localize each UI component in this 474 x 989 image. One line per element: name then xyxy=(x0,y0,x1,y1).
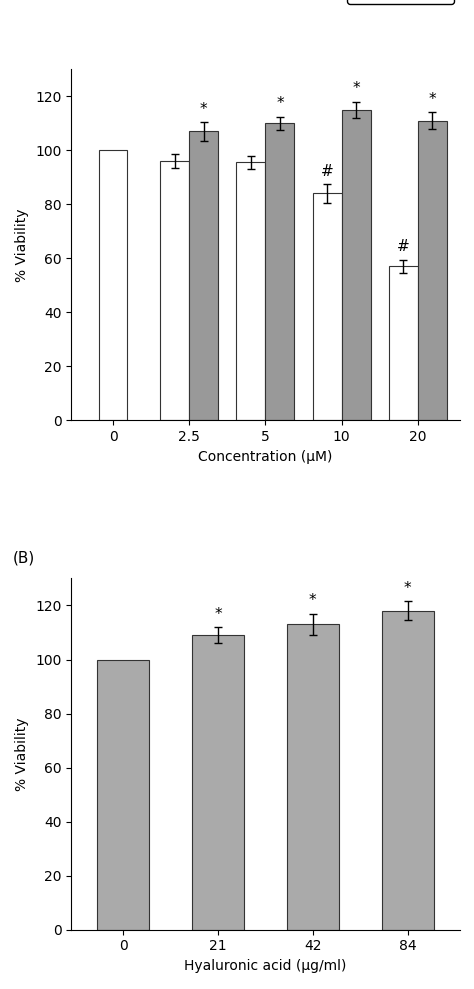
Bar xyxy=(313,194,342,420)
Text: *: * xyxy=(428,92,436,107)
Bar xyxy=(160,161,189,420)
Bar xyxy=(389,266,418,420)
Bar xyxy=(287,624,339,930)
X-axis label: Concentration (μM): Concentration (μM) xyxy=(198,450,333,464)
Bar xyxy=(192,635,244,930)
Bar xyxy=(265,124,294,420)
Text: (B): (B) xyxy=(13,550,35,566)
Text: *: * xyxy=(309,593,317,608)
Bar xyxy=(189,132,218,420)
Text: *: * xyxy=(404,581,411,596)
Bar xyxy=(99,150,128,420)
Y-axis label: % Viability: % Viability xyxy=(16,208,29,282)
Text: *: * xyxy=(214,606,222,622)
Text: *: * xyxy=(276,96,284,111)
Legend: Curcumin, HA-cur: Curcumin, HA-cur xyxy=(347,0,454,4)
Bar xyxy=(97,660,149,930)
Text: #: # xyxy=(397,239,410,254)
Bar xyxy=(418,121,447,420)
Bar xyxy=(237,162,265,420)
Text: #: # xyxy=(321,163,334,179)
Bar xyxy=(342,110,371,420)
Y-axis label: % Viability: % Viability xyxy=(16,717,29,791)
Text: *: * xyxy=(352,81,360,96)
Bar xyxy=(382,611,434,930)
X-axis label: Hyaluronic acid (μg/ml): Hyaluronic acid (μg/ml) xyxy=(184,959,346,973)
Text: *: * xyxy=(200,102,208,117)
